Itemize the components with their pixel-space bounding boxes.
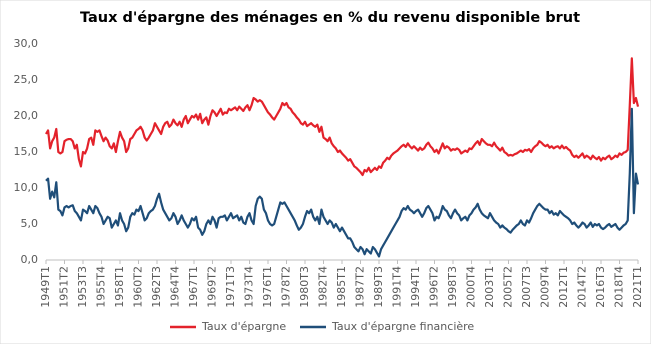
- x-tick-label: 2016T3: [594, 266, 607, 308]
- y-tick-label: 25,0: [14, 73, 39, 86]
- chart-title: Taux d'épargne des ménages en % du reven…: [80, 10, 580, 26]
- x-tick-label: 1958T1: [113, 266, 126, 308]
- x-tick-label: 1953T3: [76, 266, 89, 308]
- x-tick-label: 2021T1: [631, 266, 644, 308]
- y-tick-label: 5,0: [21, 217, 39, 230]
- x-tick-label: 1962T3: [150, 266, 163, 308]
- x-tick-label: 1949T1: [39, 266, 52, 308]
- x-tick-label: 2005T2: [502, 266, 515, 308]
- x-tick-label: 1955T4: [95, 266, 108, 308]
- x-tick-label: 1998T3: [446, 266, 459, 308]
- x-tick-label: 1964T4: [169, 266, 182, 308]
- x-tick-label: 1985T1: [335, 266, 348, 308]
- x-tick-label: 1971T3: [224, 266, 237, 308]
- y-tick-label: 15,0: [14, 145, 39, 158]
- x-tick-label: 1982T4: [317, 266, 330, 308]
- x-tick-label: 1960T2: [132, 266, 145, 308]
- x-tick-label: 1987T2: [354, 266, 367, 308]
- x-tick-label: 1967T1: [187, 266, 200, 308]
- x-tick-label: 2003T1: [483, 266, 496, 308]
- x-tick-label: 1973T4: [243, 266, 256, 308]
- x-tick-label: 1969T2: [206, 266, 219, 308]
- x-tick-label: 2000T4: [465, 266, 478, 308]
- x-tick-label: 2007T3: [520, 266, 533, 308]
- x-tick-label: 2018T4: [613, 266, 626, 308]
- x-tick-label: 1994T1: [409, 266, 422, 308]
- legend-label: Taux d'épargne financière: [331, 320, 474, 333]
- y-tick-label: 10,0: [14, 181, 39, 194]
- x-tick-label: 1951T2: [58, 266, 71, 308]
- x-tick-label: 1996T2: [428, 266, 441, 308]
- x-tick-label: 1978T2: [280, 266, 293, 308]
- x-tick-label: 2014T2: [576, 266, 589, 308]
- x-tick-label: 1989T3: [372, 266, 385, 308]
- series-line: [45, 57, 640, 177]
- y-tick-label: 30,0: [14, 37, 39, 50]
- x-tick-label: 2012T1: [557, 266, 570, 308]
- x-tick-label: 1980T3: [298, 266, 311, 308]
- legend-label: Taux d'épargne: [201, 320, 286, 333]
- x-tick-label: 1991T4: [391, 266, 404, 308]
- y-tick-label: 0,0: [21, 253, 39, 266]
- series-line: [45, 107, 640, 258]
- x-tick-label: 1976T1: [261, 266, 274, 308]
- x-tick-label: 2009T4: [539, 266, 552, 308]
- y-tick-label: 20,0: [14, 109, 39, 122]
